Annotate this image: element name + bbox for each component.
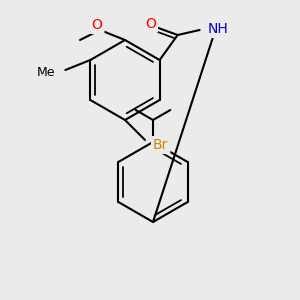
Text: NH: NH <box>208 22 228 36</box>
Text: Br: Br <box>153 138 168 152</box>
Text: Me: Me <box>37 67 56 80</box>
Text: O: O <box>92 18 102 32</box>
Text: O: O <box>145 17 156 31</box>
